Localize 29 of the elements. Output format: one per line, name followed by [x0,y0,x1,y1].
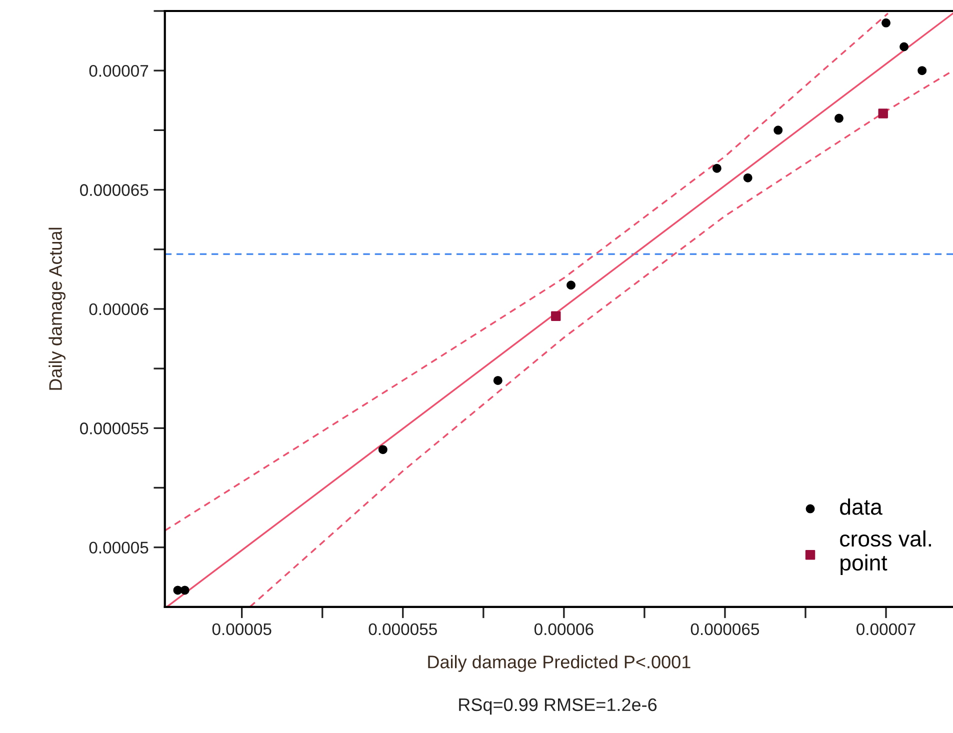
point [493,376,502,385]
point [712,164,722,173]
y-tick-label: 0.00007 [89,64,148,77]
point [180,586,190,595]
y-tick-label: 0.00006 [89,303,148,316]
legend-label: cross val. point [840,530,931,576]
point [882,18,891,28]
x-tick-label: 0.000055 [368,623,437,636]
y-tick-label: 0.00005 [89,542,148,554]
x-tick-label: 0.00005 [212,623,272,636]
point [900,42,909,52]
line-series [164,12,889,532]
x-tick-label: 0.00007 [856,623,916,636]
x-tick-label: 0.00006 [534,623,594,636]
point [566,280,576,290]
point [378,445,388,454]
point [743,173,752,182]
point [774,126,783,135]
point [551,311,561,321]
point [918,66,927,76]
x-axis-title: Daily damage Predicted P<.0001 [428,655,690,672]
legend-label: data [840,498,882,515]
y-tick-label: 0.000055 [80,422,148,434]
point [834,114,844,123]
y-tick-label: 0.000065 [80,184,148,196]
x-tick-label: 0.000065 [690,623,760,636]
text: RSq=0.99 RMSE=1.2e-6 [459,698,657,715]
y-axis-title: Daily damage Actual [48,228,66,390]
point [878,108,888,118]
